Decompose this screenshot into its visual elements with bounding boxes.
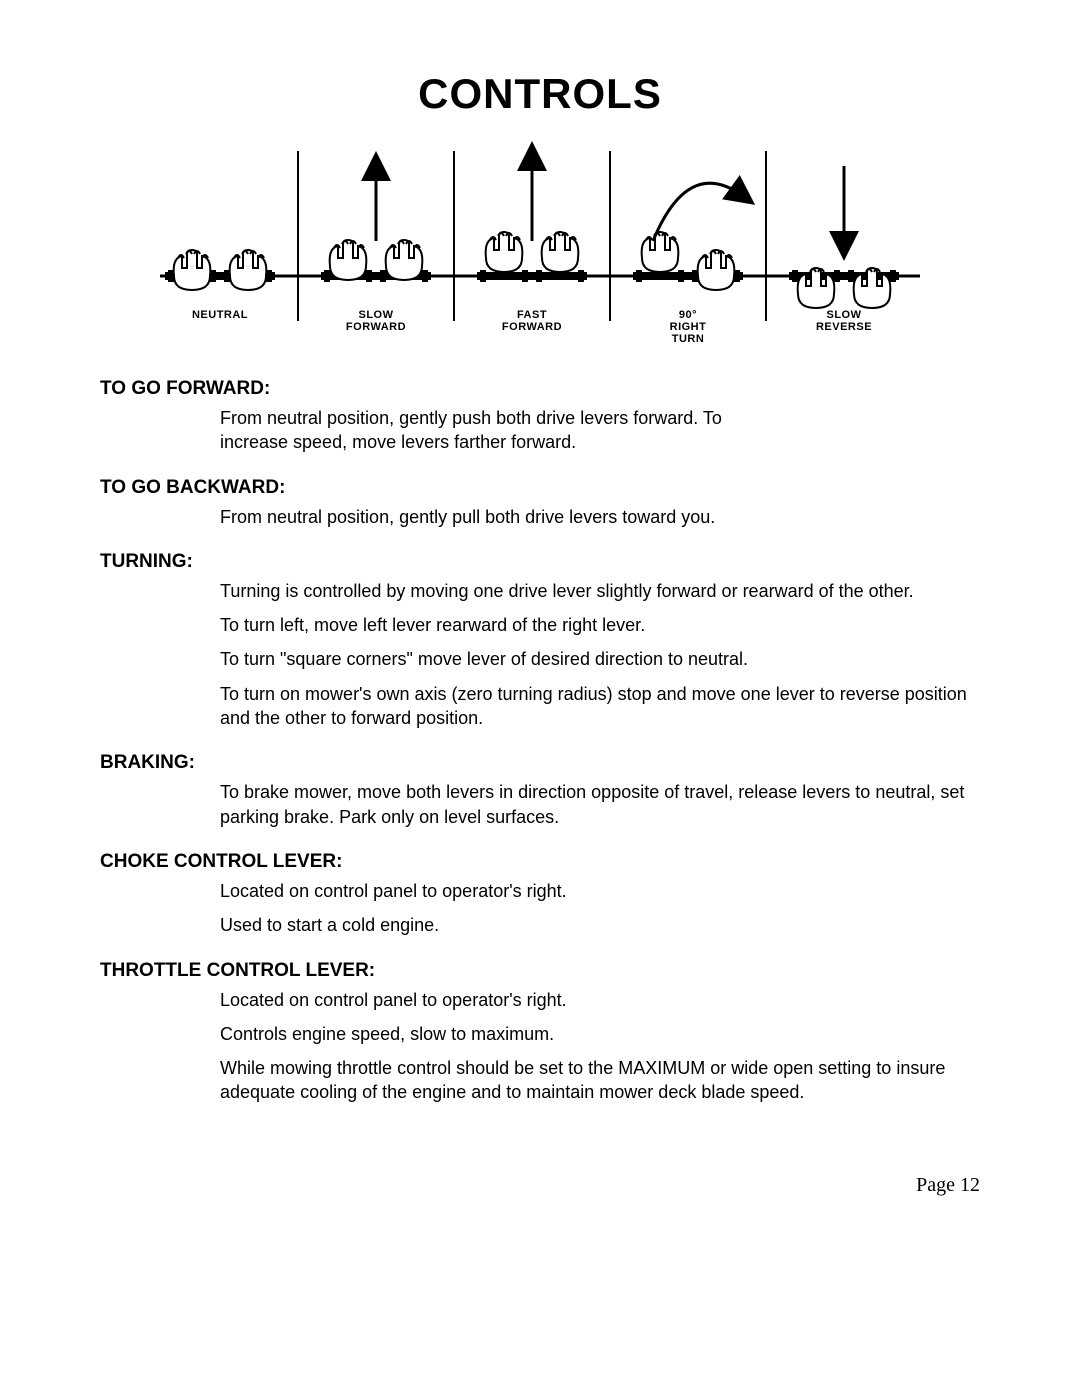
svg-text:FAST: FAST	[517, 309, 547, 321]
para: Controls engine speed, slow to maximum.	[220, 1022, 980, 1046]
section-backward: TO GO BACKWARD: From neutral position, g…	[100, 477, 980, 529]
svg-text:FORWARD: FORWARD	[502, 321, 562, 333]
svg-text:90°: 90°	[679, 309, 697, 321]
svg-text:RIGHT: RIGHT	[670, 321, 707, 333]
heading-backward: TO GO BACKWARD:	[100, 477, 980, 499]
heading-throttle: THROTTLE CONTROL LEVER:	[100, 960, 980, 982]
svg-text:TURN: TURN	[672, 333, 705, 345]
para: Located on control panel to operator's r…	[220, 879, 980, 903]
para: From neutral position, gently pull both …	[220, 505, 980, 529]
svg-text:SLOW: SLOW	[827, 309, 862, 321]
para: To turn "square corners" move lever of d…	[220, 647, 980, 671]
page: CONTROLS NEUTRALSLOWFORWARDFASTFORWARD90…	[0, 0, 1080, 1397]
heading-forward: TO GO FORWARD:	[100, 378, 980, 400]
para: While mowing throttle control should be …	[220, 1056, 980, 1105]
para: Located on control panel to operator's r…	[220, 988, 980, 1012]
para: To turn on mower's own axis (zero turnin…	[220, 682, 980, 731]
controls-diagram: NEUTRALSLOWFORWARDFASTFORWARD90°RIGHTTUR…	[150, 126, 930, 356]
page-number: Page 12	[916, 1174, 980, 1197]
svg-text:SLOW: SLOW	[359, 309, 394, 321]
section-braking: BRAKING: To brake mower, move both lever…	[100, 752, 980, 829]
svg-text:NEUTRAL: NEUTRAL	[192, 309, 248, 321]
heading-braking: BRAKING:	[100, 752, 980, 774]
para: To turn left, move left lever rearward o…	[220, 613, 980, 637]
svg-text:REVERSE: REVERSE	[816, 321, 872, 333]
heading-turning: TURNING:	[100, 551, 980, 573]
section-throttle: THROTTLE CONTROL LEVER: Located on contr…	[100, 960, 980, 1105]
para: From neutral position, gently push both …	[220, 406, 780, 455]
para: To brake mower, move both levers in dire…	[220, 780, 980, 829]
page-title: CONTROLS	[100, 70, 980, 118]
section-turning: TURNING: Turning is controlled by moving…	[100, 551, 980, 730]
section-forward: TO GO FORWARD: From neutral position, ge…	[100, 378, 980, 455]
para: Turning is controlled by moving one driv…	[220, 579, 980, 603]
svg-text:FORWARD: FORWARD	[346, 321, 406, 333]
para: Used to start a cold engine.	[220, 913, 980, 937]
heading-choke: CHOKE CONTROL LEVER:	[100, 851, 980, 873]
section-choke: CHOKE CONTROL LEVER: Located on control …	[100, 851, 980, 938]
